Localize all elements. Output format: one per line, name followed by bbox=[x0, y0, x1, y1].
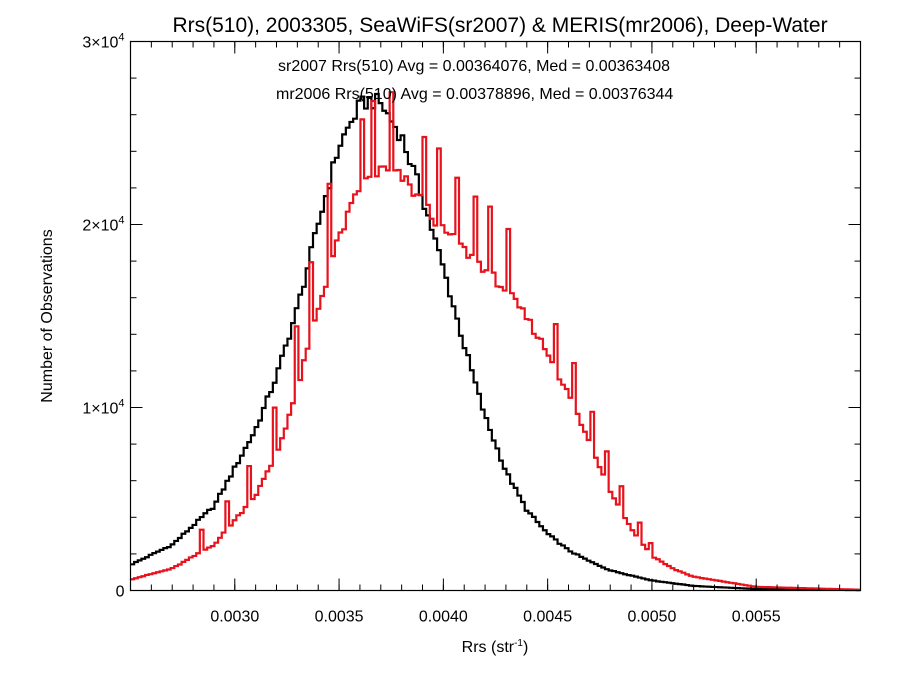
x-axis-label-close: ) bbox=[523, 639, 528, 656]
y-tick-label: 3×104 bbox=[82, 32, 124, 52]
x-axis-label: Rrs (str-1) bbox=[462, 638, 529, 656]
chart-title: Rrs(510), 2003305, SeaWiFS(sr2007) & MER… bbox=[172, 14, 827, 37]
x-tick-label: 0.0040 bbox=[419, 609, 468, 626]
x-tick-label: 0.0055 bbox=[732, 609, 781, 626]
series-line-mr2006 bbox=[130, 91, 861, 591]
plot-frame bbox=[129, 40, 862, 592]
x-tick-label: 0.0035 bbox=[315, 609, 364, 626]
y-tick-label: 0 bbox=[116, 584, 125, 601]
x-tick-label: 0.0030 bbox=[210, 609, 259, 626]
legend-entry-mr2006: mr2006 Rrs(510) Avg = 0.00378896, Med = … bbox=[276, 86, 673, 103]
y-tick-label: 2×104 bbox=[82, 215, 124, 235]
x-tick-label: 0.0045 bbox=[523, 609, 572, 626]
x-tick-label: 0.0050 bbox=[627, 609, 676, 626]
x-axis-label-main: Rrs (str bbox=[462, 639, 515, 656]
y-tick-label: 1×104 bbox=[82, 398, 124, 418]
legend-entry-sr2007: sr2007 Rrs(510) Avg = 0.00364076, Med = … bbox=[278, 58, 670, 75]
series-line-sr2007 bbox=[130, 92, 861, 592]
x-axis-label-superscript: -1 bbox=[514, 638, 523, 649]
y-axis-label: Number of Observations bbox=[39, 229, 56, 402]
